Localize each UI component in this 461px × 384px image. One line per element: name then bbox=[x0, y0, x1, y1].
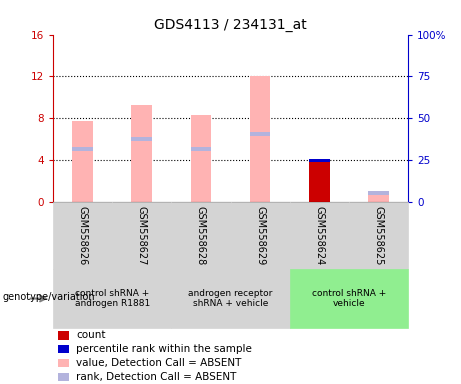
Text: GSM558628: GSM558628 bbox=[196, 205, 206, 265]
Bar bbox=[190, 115, 211, 202]
Text: androgen receptor
shRNA + vehicle: androgen receptor shRNA + vehicle bbox=[188, 289, 273, 308]
Bar bbox=[72, 147, 93, 151]
Text: GSM558626: GSM558626 bbox=[77, 205, 88, 265]
Text: GSM558625: GSM558625 bbox=[373, 205, 384, 265]
Text: GSM558627: GSM558627 bbox=[137, 205, 147, 265]
Text: count: count bbox=[76, 330, 106, 340]
Bar bbox=[131, 137, 152, 141]
Text: GSM558624: GSM558624 bbox=[314, 205, 324, 265]
Bar bbox=[72, 121, 93, 202]
Text: control shRNA +
vehicle: control shRNA + vehicle bbox=[312, 289, 386, 308]
Text: value, Detection Call = ABSENT: value, Detection Call = ABSENT bbox=[76, 358, 242, 368]
Text: GSM558629: GSM558629 bbox=[255, 205, 265, 265]
Text: rank, Detection Call = ABSENT: rank, Detection Call = ABSENT bbox=[76, 372, 236, 382]
Title: GDS4113 / 234131_at: GDS4113 / 234131_at bbox=[154, 18, 307, 32]
Bar bbox=[368, 194, 389, 202]
Text: control shRNA +
androgen R1881: control shRNA + androgen R1881 bbox=[75, 289, 150, 308]
Text: percentile rank within the sample: percentile rank within the sample bbox=[76, 344, 252, 354]
Bar bbox=[368, 191, 389, 195]
Bar bbox=[131, 104, 152, 202]
Bar bbox=[309, 160, 330, 202]
Bar bbox=[309, 159, 330, 162]
Bar bbox=[190, 147, 211, 151]
Text: genotype/variation: genotype/variation bbox=[2, 291, 95, 302]
Bar bbox=[250, 76, 271, 202]
Bar bbox=[250, 132, 271, 136]
